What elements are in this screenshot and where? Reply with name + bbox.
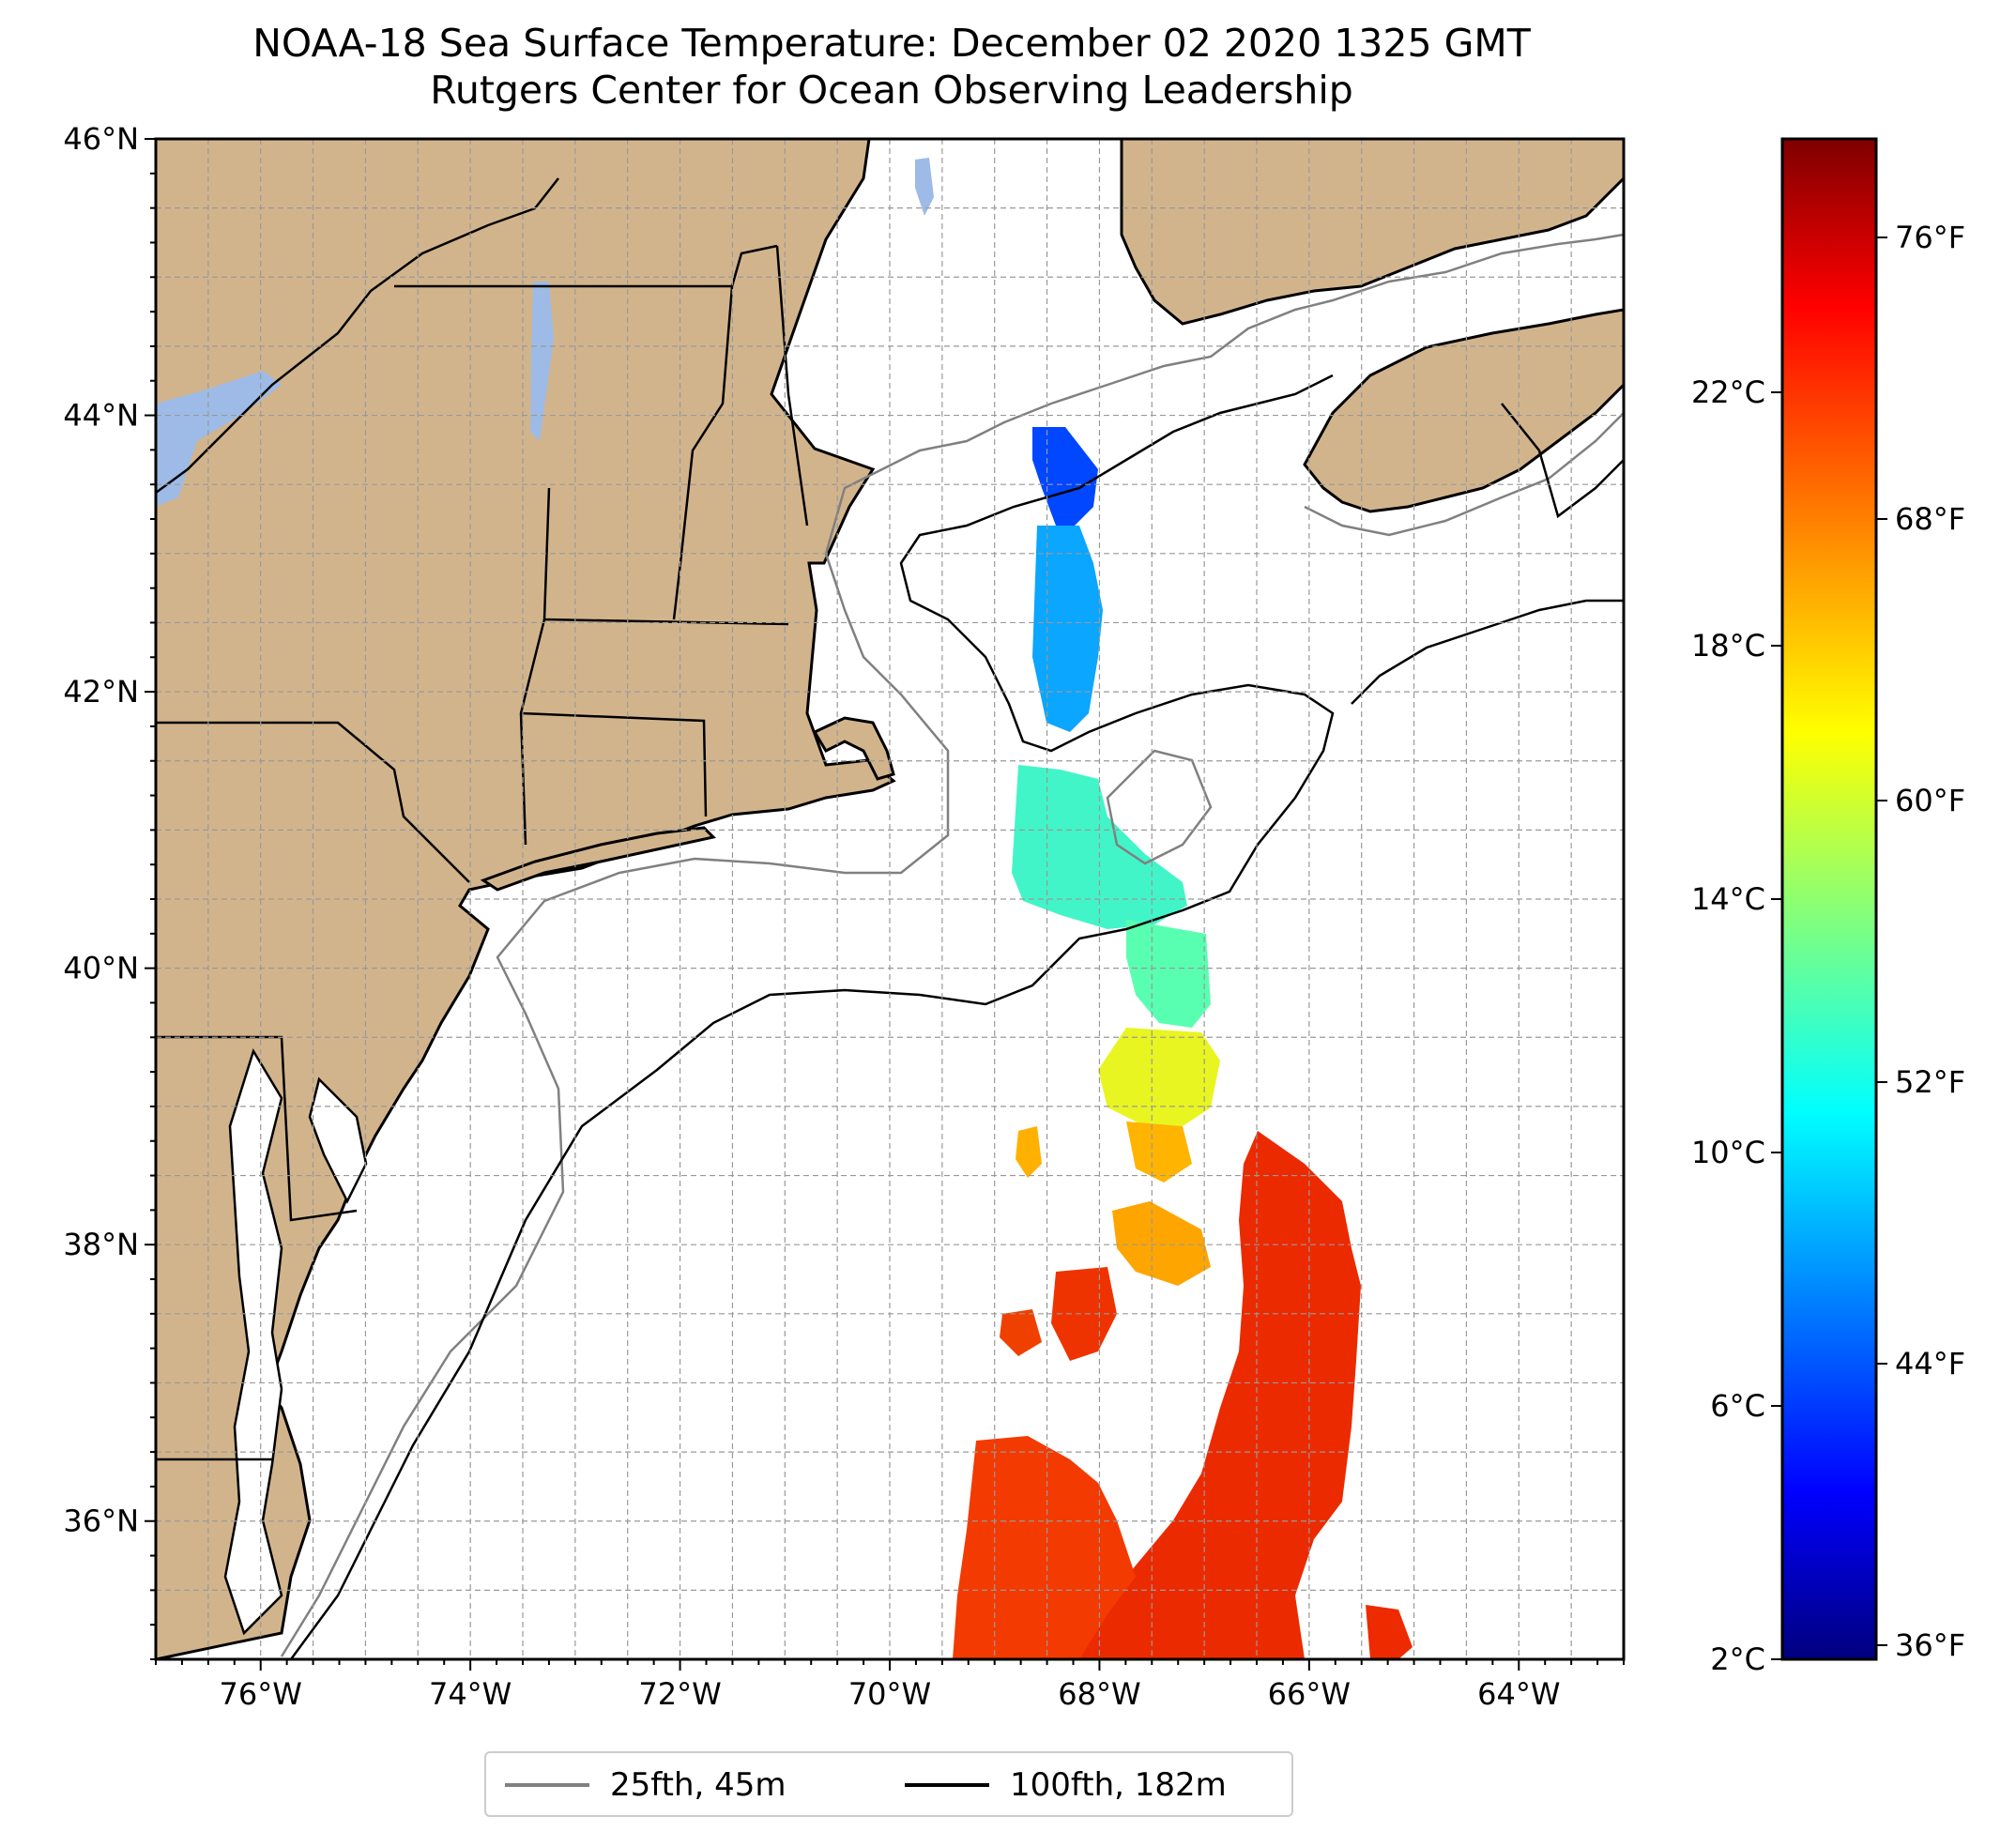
legend: 25fth, 45m 100fth, 182m [484, 1751, 1293, 1817]
sst-orange-patch-west [1016, 1126, 1042, 1178]
sst-slope-yellow [1098, 1028, 1220, 1126]
map-gridlines [156, 139, 1624, 1659]
fahrenheit-tick-label: 60°F [1895, 783, 1965, 818]
isobath-100fth [289, 374, 1624, 1659]
colorbar [1780, 137, 1878, 1661]
lon-tick-label: 68°W [1058, 1676, 1140, 1712]
lat-tick-label: 44°N [63, 398, 139, 434]
celsius-tick-label: 14°C [1691, 881, 1765, 917]
legend-swatch-100fth [905, 1783, 989, 1787]
lon-tick-label: 74°W [429, 1676, 512, 1712]
legend-item-25fth: 25fth, 45m [505, 1766, 787, 1804]
cape-cod [812, 716, 895, 781]
celsius-tick-label: 2°C [1710, 1641, 1765, 1677]
isobath-25fth [280, 233, 1624, 1657]
lat-tick-label: 42°N [63, 674, 139, 710]
colorbar-celsius-axis: 2°C 6°C 10°C 14°C 18°C 22°C [1691, 374, 1782, 1677]
map-title: NOAA-18 Sea Surface Temperature: Decembe… [252, 21, 1531, 66]
sst-patch-east [1366, 1605, 1413, 1659]
fahrenheit-tick-label: 36°F [1895, 1627, 1965, 1663]
lon-tick-label: 70°W [848, 1676, 931, 1712]
sst-orange-patch-mid [1112, 1201, 1211, 1286]
lon-tick-label: 72°W [638, 1676, 721, 1712]
lake-champlain [530, 282, 554, 441]
colorbar-fahrenheit-axis: 36°F 44°F 52°F 60°F 68°F 76°F [1876, 220, 1965, 1663]
legend-item-100fth: 100fth, 182m [905, 1766, 1227, 1804]
sst-patch-small-west [1000, 1309, 1042, 1356]
legend-label-100fth: 100fth, 182m [1010, 1766, 1227, 1804]
sst-gulf-stream [1079, 1131, 1361, 1659]
moosehead-lake [915, 158, 934, 216]
fahrenheit-tick-label: 52°F [1895, 1064, 1965, 1100]
fahrenheit-tick-label: 76°F [1895, 220, 1965, 255]
celsius-tick-label: 10°C [1691, 1135, 1765, 1170]
lake-ontario [156, 371, 282, 507]
sst-eddy-west [1051, 1267, 1117, 1361]
legend-label-25fth: 25fth, 45m [610, 1766, 787, 1804]
lat-tick-label: 40°N [63, 951, 139, 986]
fahrenheit-tick-label: 68°F [1895, 501, 1965, 537]
lat-tick-label: 38°N [63, 1227, 139, 1262]
sst-warm-orange [1126, 1122, 1192, 1183]
delaware-bay [308, 1076, 368, 1204]
lat-tick-label: 36°N [63, 1504, 139, 1539]
legend-swatch-25fth [505, 1783, 589, 1787]
state-borders [156, 177, 809, 1461]
nova-scotia [1303, 308, 1624, 513]
latitude-axis: 46°N 44°N 42°N 40°N 38°N 36°N [63, 121, 156, 1660]
longitude-axis: 76°W 74°W 72°W 70°W 68°W 66°W 64°W [155, 1659, 1625, 1712]
long-island [480, 826, 717, 892]
chesapeake-bay [223, 1047, 283, 1636]
lon-tick-label: 76°W [220, 1676, 302, 1712]
celsius-tick-label: 6°C [1710, 1388, 1765, 1424]
lon-tick-label: 64°W [1477, 1676, 1560, 1712]
sst-shelf-slope [1126, 920, 1211, 1028]
lon-tick-label: 66°W [1268, 1676, 1351, 1712]
fahrenheit-tick-label: 44°F [1895, 1346, 1965, 1381]
map-subtitle: Rutgers Center for Ocean Observing Leade… [430, 68, 1353, 113]
sst-eddy-southwest [953, 1436, 1136, 1659]
sst-cold-north [1032, 427, 1098, 526]
celsius-tick-label: 18°C [1691, 628, 1765, 664]
celsius-tick-label: 22°C [1691, 374, 1765, 410]
sst-cool-gulf-maine [1032, 526, 1103, 732]
lat-tick-label: 46°N [63, 121, 139, 157]
